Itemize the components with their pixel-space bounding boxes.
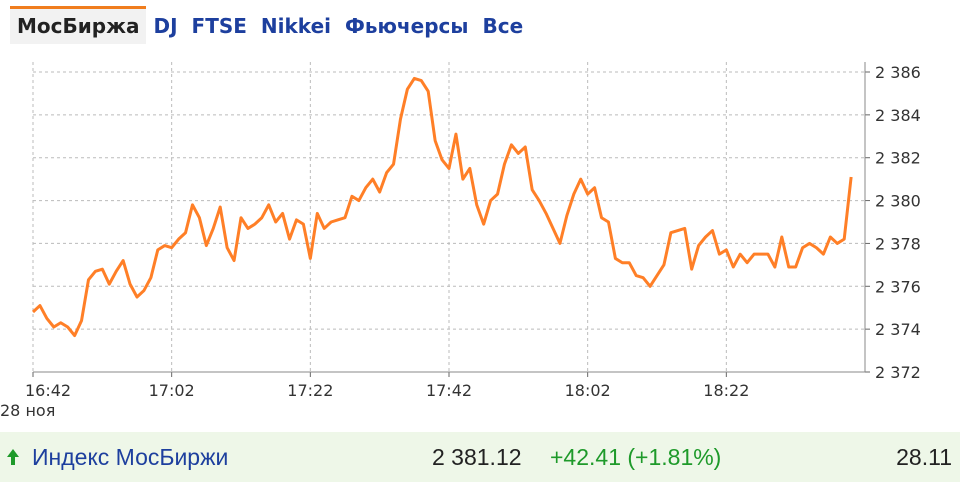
- x-tick-label: 17:42: [426, 381, 472, 400]
- tab-bar: МосБиржа DJ FTSE Nikkei Фьючерсы Все: [10, 2, 530, 48]
- y-tick-label: 2 374: [875, 320, 921, 339]
- x-tick-label: 17:02: [149, 381, 195, 400]
- tab[interactable]: DJ: [153, 14, 178, 38]
- up-arrow: [7, 449, 19, 465]
- tab[interactable]: Фьючерсы: [344, 14, 469, 38]
- y-tick-label: 2 372: [875, 363, 921, 382]
- chart: 2 372 2 374 2 376 2 378 2 380 2 382 2 384 2 386…: [0, 62, 921, 420]
- y-tick-label: 2 386: [875, 63, 921, 82]
- index-name[interactable]: Индекс МосБиржи: [32, 444, 229, 470]
- x-tick-label: 18:02: [565, 381, 611, 400]
- y-tick-label: 2 382: [875, 149, 921, 168]
- y-tick-label: 2 380: [875, 192, 921, 211]
- date: 28.11: [896, 444, 952, 470]
- line: [31, 76, 853, 338]
- change: +42.41 (+1.81%): [550, 444, 722, 470]
- tab[interactable]: Все: [482, 14, 524, 38]
- x-tick-label: 17:22: [287, 381, 333, 400]
- y-tick-label: 2 378: [875, 234, 921, 253]
- y-tick-label: 2 384: [875, 106, 921, 125]
- y-tick-label: 2 376: [875, 277, 921, 296]
- tab[interactable]: FTSE: [191, 14, 247, 38]
- x-tick-label: 18:22: [703, 381, 749, 400]
- date-label: 28 ноя: [0, 401, 55, 420]
- price: 2 381.12: [432, 444, 522, 470]
- tab[interactable]: Nikkei: [260, 14, 331, 38]
- x-tick-label: 16:42: [25, 381, 71, 400]
- tab[interactable]: МосБиржа: [10, 6, 147, 44]
- summary-row[interactable]: Индекс МосБиржи 2 381.12 +42.41 (+1.81%)…: [0, 432, 960, 482]
